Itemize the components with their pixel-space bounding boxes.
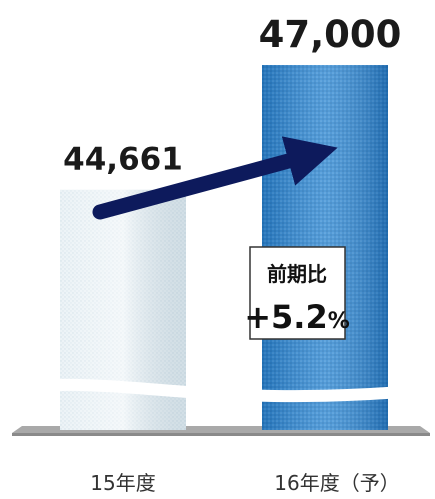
growth-callout: 前期比 +5.2% <box>244 246 350 340</box>
value-label-15: 44,661 <box>63 142 183 178</box>
callout-box <box>249 246 346 340</box>
callout-value-number: +5.2 <box>244 298 328 336</box>
trend-arrow <box>92 136 338 220</box>
callout-title: 前期比 <box>267 262 327 286</box>
callout-value: +5.2% <box>244 298 350 336</box>
category-label-16: 16年度（予） <box>274 471 399 495</box>
axis-break-wave <box>0 378 435 403</box>
axis-break-group <box>0 378 435 403</box>
callout-value-unit: % <box>328 309 350 334</box>
value-label-16: 47,000 <box>259 13 402 56</box>
bar-15 <box>60 189 186 430</box>
category-label-15: 15年度 <box>90 471 155 495</box>
